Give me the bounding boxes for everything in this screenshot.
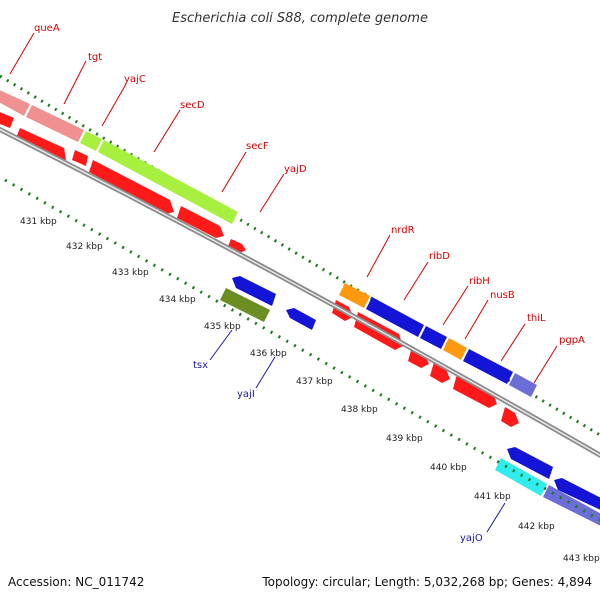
forward-feature-band: [0, 90, 537, 397]
forward-label-leaders: [9, 32, 558, 384]
kbp-tick-labels: 431 kbp 432 kbp 433 kbp 434 kbp 435 kbp …: [20, 217, 600, 564]
kbp-tick: 441 kbp: [474, 492, 511, 502]
cds-arrow: [232, 276, 276, 306]
cds-bar: [463, 349, 513, 384]
cds-bar: [98, 140, 238, 224]
gene-label-ribd: ribD: [429, 251, 450, 262]
cds-bar: [0, 90, 30, 116]
cds-arrow: [72, 150, 88, 166]
topology-text: Topology: circular; Length: 5,032,268 bp…: [261, 575, 592, 589]
accession-text: Accession: NC_011742: [8, 575, 144, 589]
gene-label-nrdr: nrdR: [391, 225, 415, 236]
gene-label-secd: secD: [180, 100, 205, 111]
cds-arrow: [430, 362, 450, 383]
reverse-label-leaders: [209, 329, 506, 533]
kbp-tick: 440 kbp: [430, 463, 467, 473]
forward-gene-labels: queA tgt yajC secD secF yajD nrdR ribD r…: [34, 23, 585, 346]
kbp-tick: 438 kbp: [341, 405, 378, 415]
gene-label-quea: queA: [34, 23, 60, 34]
cds-bar: [443, 338, 467, 360]
gene-label-yajo: yajO: [460, 533, 483, 544]
cds-bar: [339, 283, 370, 308]
cds-bar: [543, 485, 600, 526]
cds-bar: [495, 458, 547, 496]
inner-gc-track: [4, 178, 600, 522]
cds-arrow: [16, 128, 66, 160]
cds-bar: [420, 326, 447, 349]
reverse-cds-arrows: [232, 276, 600, 510]
kbp-tick: 431 kbp: [20, 217, 57, 227]
cds-arrow: [89, 160, 174, 214]
gene-label-ribh: ribH: [469, 276, 490, 287]
cds-arrow: [501, 407, 519, 427]
cds-arrow: [554, 478, 600, 510]
cds-arrow: [286, 308, 316, 330]
kbp-tick: 432 kbp: [66, 242, 103, 252]
cds-bar: [80, 131, 102, 151]
gene-label-tsx: tsx: [193, 360, 208, 371]
gene-label-yaji: yajI: [237, 389, 255, 400]
kbp-tick: 434 kbp: [159, 295, 196, 305]
kbp-tick: 443 kbp: [563, 554, 600, 564]
cds-arrow: [453, 374, 497, 408]
kbp-tick: 437 kbp: [296, 377, 333, 387]
cds-arrow: [0, 112, 14, 128]
kbp-tick: 436 kbp: [250, 349, 287, 359]
gene-label-secf: secF: [246, 141, 269, 152]
cds-bar: [509, 373, 537, 397]
cds-bar: [220, 288, 270, 322]
cds-bar: [366, 297, 424, 337]
gene-label-pgpa: pgpA: [559, 335, 585, 346]
kbp-tick: 433 kbp: [112, 268, 149, 278]
forward-cds-arrows: [0, 112, 519, 427]
cds-arrow: [507, 447, 553, 479]
reverse-feature-band: [220, 288, 600, 526]
cds-bar: [26, 105, 84, 142]
gene-label-nusb: nusB: [490, 290, 515, 301]
gene-label-tgt: tgt: [88, 52, 102, 63]
kbp-tick: 442 kbp: [518, 522, 555, 532]
gene-label-yajc: yajC: [124, 74, 146, 85]
kbp-tick: 439 kbp: [386, 434, 423, 444]
gene-label-yajd: yajD: [284, 164, 307, 175]
map-title: Escherichia coli S88, complete genome: [172, 11, 428, 26]
kbp-tick: 435 kbp: [204, 322, 241, 332]
cds-arrow: [177, 206, 224, 238]
genome-backbone: [0, 126, 600, 459]
reverse-gene-labels: tsx yajI yajO: [193, 360, 483, 544]
gene-label-thil: thiL: [527, 313, 546, 324]
